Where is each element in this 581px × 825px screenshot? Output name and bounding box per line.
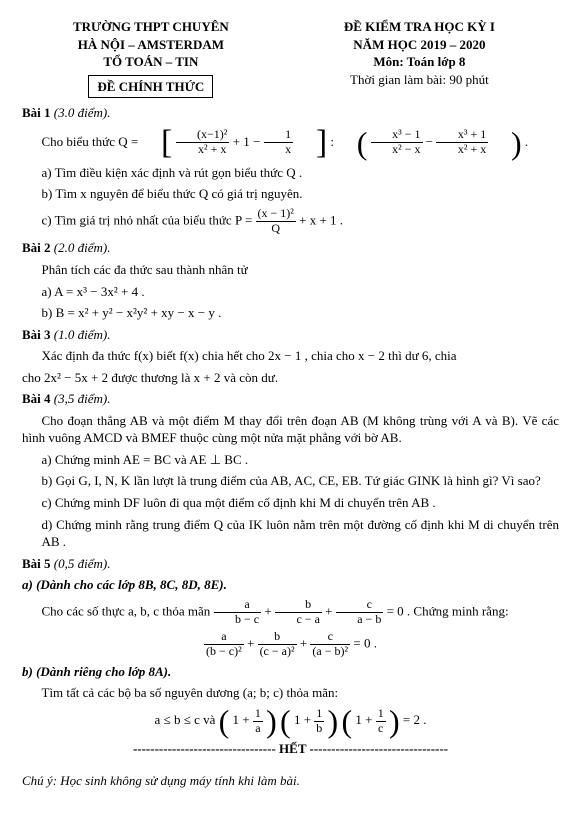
bai2-intro: Phân tích các đa thức sau thành nhân tử: [22, 261, 559, 279]
frac: 1c: [376, 707, 386, 736]
bai4-d: d) Chứng minh rằng trung điểm Q của IK l…: [42, 516, 560, 551]
bai5b-eq: a ≤ b ≤ c và ( 1 + 1a ) ( 1 + 1b ) ( 1 +…: [22, 706, 559, 736]
bai4-b: b) Gọi G, I, N, K lần lượt là trung điểm…: [42, 472, 560, 490]
bai5a-eq2: a(b − c)² + b(c − a)² + c(a − b)² = 0 .: [22, 630, 559, 659]
bai3-title: Bài 3: [22, 327, 51, 342]
exam-title: ĐỀ KIỂM TRA HỌC KỲ I: [280, 18, 559, 36]
bai3-line2: cho 2x² − 5x + 2 được thương là x + 2 và…: [22, 369, 559, 387]
dept-name: TỔ TOÁN – TIN: [22, 53, 280, 71]
lparen-icon: (: [341, 706, 352, 736]
lbracket-icon: [: [141, 126, 172, 160]
frac: a(b − c)²: [204, 630, 244, 659]
bai5-heading: Bài 5 (0,5 điểm).: [22, 555, 559, 573]
bai5-title: Bài 5: [22, 556, 51, 571]
school-name: TRƯỜNG THPT CHUYÊN: [22, 18, 280, 36]
bai4-c: c) Chứng minh DF luôn đi qua một điểm cố…: [42, 494, 560, 512]
bai1-c: c) Tìm giá trị nhỏ nhất của biểu thức P …: [42, 207, 560, 236]
header-left: TRƯỜNG THPT CHUYÊN HÀ NỘI – AMSTERDAM TỔ…: [22, 18, 280, 98]
bai2-title: Bài 2: [22, 240, 51, 255]
bai5b-intro: Tìm tất cả các bộ ba số nguyên dương (a;…: [22, 684, 559, 702]
frac: 1x: [264, 128, 294, 157]
frac: 1b: [314, 707, 324, 736]
rparen-icon: ): [266, 706, 277, 736]
frac: 1a: [253, 707, 263, 736]
bai3-line1: Xác định đa thức f(x) biết f(x) chia hết…: [22, 347, 559, 365]
rparen-icon: ): [492, 128, 522, 158]
lparen-icon: (: [280, 706, 291, 736]
bai5b-title: b) (Dành riêng cho lớp 8A).: [22, 663, 559, 681]
rbracket-icon: ]: [296, 126, 327, 160]
lparen-icon: (: [337, 128, 367, 158]
bai2-heading: Bài 2 (2.0 điểm).: [22, 239, 559, 257]
frac: ca − b: [336, 598, 384, 627]
duration: Thời gian làm bài: 90 phút: [280, 71, 559, 89]
bai1-pts: (3.0 điểm).: [54, 105, 111, 120]
bai1-expression: Cho biểu thức Q = [ (x−1)²x² + x + 1 − 1…: [22, 126, 559, 160]
bai1-b: b) Tìm x nguyên để biểu thức Q có giá tr…: [42, 185, 560, 203]
bai4-pts: (3,5 điểm).: [54, 391, 111, 406]
rparen-icon: ): [389, 706, 400, 736]
bai4-heading: Bài 4 (3,5 điểm).: [22, 390, 559, 408]
exam-page: TRƯỜNG THPT CHUYÊN HÀ NỘI – AMSTERDAM TỔ…: [0, 0, 581, 807]
rparen-icon: ): [328, 706, 339, 736]
bai5a-title: a) (Dành cho các lớp 8B, 8C, 8D, 8E).: [22, 576, 559, 594]
frac: (x−1)²x² + x: [176, 128, 230, 157]
bai2-a: a) A = x³ − 3x² + 4 .: [42, 283, 560, 301]
bai5a-line: Cho các số thực a, b, c thỏa mãn ab − c …: [22, 598, 559, 627]
subject: Môn: Toán lớp 8: [280, 53, 559, 71]
bai1-heading: Bài 1 (3.0 điểm).: [22, 104, 559, 122]
bai4-a: a) Chứng minh AE = BC và AE ⊥ BC .: [42, 451, 560, 469]
bai3-heading: Bài 3 (1.0 điểm).: [22, 326, 559, 344]
bai1-title: Bài 1: [22, 105, 51, 120]
bai3-pts: (1.0 điểm).: [54, 327, 111, 342]
footnote: Chú ý: Học sinh không sử dụng máy tính k…: [22, 772, 559, 790]
frac: x³ − 1x² − x: [371, 128, 423, 157]
frac: bc − a: [275, 598, 322, 627]
frac: ab − c: [214, 598, 262, 627]
bai2-b: b) B = x² + y² − x²y² + xy − x − y .: [42, 304, 560, 322]
academic-year: NĂM HỌC 2019 – 2020: [280, 36, 559, 54]
bai4-intro: Cho đoạn thẳng AB và một điểm M thay đổi…: [22, 412, 559, 447]
bai2-pts: (2.0 điểm).: [54, 240, 111, 255]
frac: x³ + 1x² + x: [436, 128, 488, 157]
bai5-pts: (0,5 điểm).: [54, 556, 111, 571]
exam-header: TRƯỜNG THPT CHUYÊN HÀ NỘI – AMSTERDAM TỔ…: [22, 18, 559, 98]
bai4-title: Bài 4: [22, 391, 51, 406]
frac: (x − 1)²Q: [256, 207, 296, 236]
school-branch: HÀ NỘI – AMSTERDAM: [22, 36, 280, 54]
end-marker: --------------------------------- HẾT --…: [22, 740, 559, 758]
lparen-icon: (: [219, 706, 230, 736]
header-right: ĐỀ KIỂM TRA HỌC KỲ I NĂM HỌC 2019 – 2020…: [280, 18, 559, 98]
frac: b(c − a)²: [258, 630, 297, 659]
bai1-intro: Cho biểu thức Q =: [42, 134, 142, 149]
official-box: ĐỀ CHÍNH THỨC: [88, 75, 213, 99]
bai1-a: a) Tìm điều kiện xác định và rút gọn biể…: [42, 164, 560, 182]
frac: c(a − b)²: [310, 630, 350, 659]
